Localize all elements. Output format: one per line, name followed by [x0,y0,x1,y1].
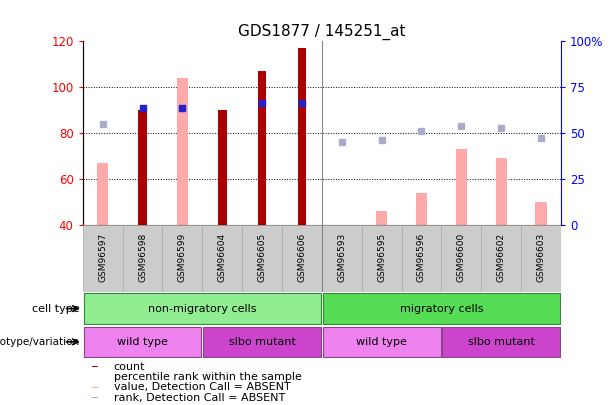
Bar [203,326,321,357]
Text: wild type: wild type [356,337,407,347]
Text: count: count [114,362,145,372]
Text: non-migratory cells: non-migratory cells [148,304,256,313]
Bar [123,225,162,292]
Bar [202,225,242,292]
Text: GSM96605: GSM96605 [257,233,267,282]
Text: GSM96595: GSM96595 [377,233,386,282]
Bar [416,193,427,225]
Text: GSM96600: GSM96600 [457,233,466,282]
Bar [376,211,387,225]
Bar [93,397,98,398]
Bar [138,110,147,225]
Bar [242,225,282,292]
Text: migratory cells: migratory cells [400,304,483,313]
Text: slbo mutant: slbo mutant [229,337,295,347]
Bar [402,225,441,292]
Text: percentile rank within the sample: percentile rank within the sample [114,372,302,382]
Bar [297,48,306,225]
Text: GSM96602: GSM96602 [497,233,506,282]
Bar [83,225,123,292]
Text: GSM96606: GSM96606 [297,233,306,282]
Bar [535,202,547,225]
Bar [177,78,188,225]
Bar [97,163,109,225]
Bar [455,149,467,225]
Text: GSM96599: GSM96599 [178,233,187,282]
Bar [83,293,321,324]
Bar [481,225,521,292]
Text: rank, Detection Call = ABSENT: rank, Detection Call = ABSENT [114,392,285,403]
Text: GSM96603: GSM96603 [536,233,546,282]
Bar [441,225,481,292]
Bar [93,387,98,388]
Title: GDS1877 / 145251_at: GDS1877 / 145251_at [238,23,406,40]
Text: value, Detection Call = ABSENT: value, Detection Call = ABSENT [114,382,291,392]
Bar [83,326,202,357]
Bar [162,225,202,292]
Bar [362,225,402,292]
Text: slbo mutant: slbo mutant [468,337,535,347]
Text: cell type: cell type [32,304,80,313]
Bar [257,71,267,225]
Text: GSM96593: GSM96593 [337,233,346,282]
Bar [495,158,507,225]
Text: GSM96596: GSM96596 [417,233,426,282]
Bar [282,225,322,292]
Bar [322,225,362,292]
Text: GSM96598: GSM96598 [138,233,147,282]
Text: wild type: wild type [117,337,168,347]
Text: genotype/variation: genotype/variation [0,337,80,347]
Text: GSM96597: GSM96597 [98,233,107,282]
Bar [322,326,441,357]
Text: GSM96604: GSM96604 [218,233,227,282]
Bar [322,293,560,324]
Bar [218,110,227,225]
Bar [442,326,560,357]
Bar [521,225,561,292]
